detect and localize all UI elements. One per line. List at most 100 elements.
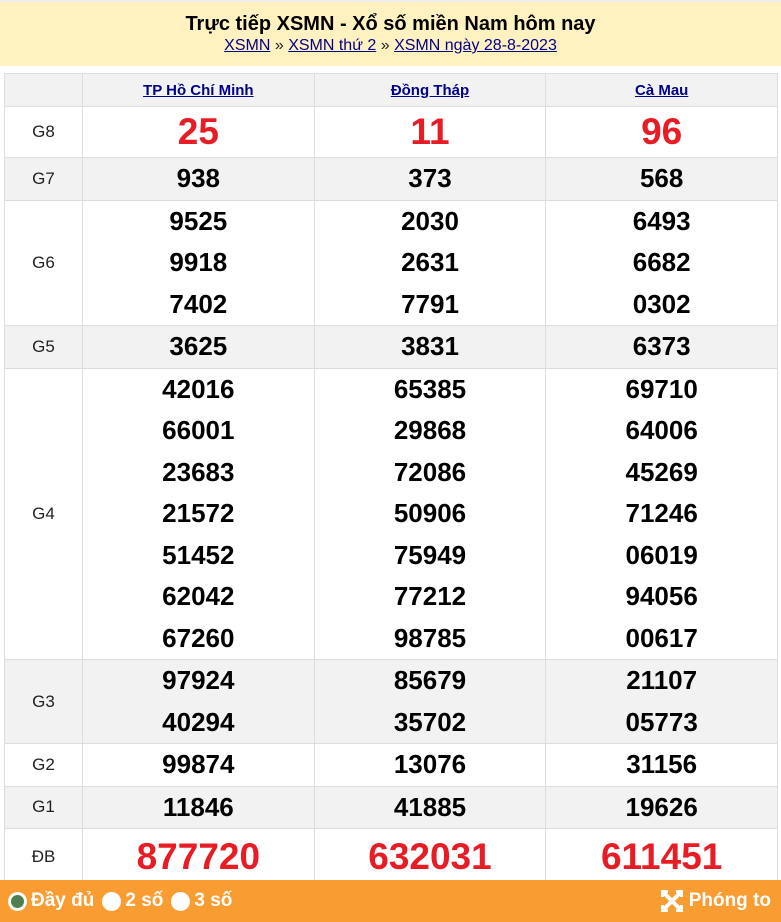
prize-cell: 2030 2631 7791: [313, 199, 547, 326]
breadcrumb-date[interactable]: XSMN ngày 28-8-2023: [394, 37, 557, 54]
prize-cell: 938: [82, 157, 315, 201]
prize-cell: 41885: [313, 785, 547, 829]
prize-number: 06019: [625, 539, 698, 570]
prize-number: 94056: [625, 581, 698, 611]
prize-number: 98785: [393, 622, 467, 653]
option-full[interactable]: Đầy đủ: [8, 890, 94, 912]
prize-label: G6: [4, 199, 83, 326]
prize-number: 877720: [136, 836, 261, 878]
prize-number: 40294: [162, 706, 235, 737]
prize-row-g1: G1 11846 41885 19626: [4, 785, 778, 829]
prize-number: 11846: [162, 791, 234, 822]
prize-cell: 9525 9918 7402: [82, 199, 315, 326]
prize-number: 3831: [401, 331, 459, 361]
breadcrumb: XSMN » XSMN thứ 2 » XSMN ngày 28-8-2023: [0, 37, 781, 55]
province-link-dong-thap[interactable]: Đồng Tháp: [390, 81, 470, 99]
prize-cell: 69710 64006 45269 71246 06019 94056 00617: [545, 367, 778, 660]
radio-icon[interactable]: [171, 891, 191, 911]
prize-number: 6682: [632, 247, 691, 277]
prize-cell: 21107 05773: [545, 659, 778, 744]
prize-cell: 632031: [313, 828, 547, 886]
prize-cell: 19626: [545, 785, 778, 829]
prize-number: 6493: [632, 205, 691, 236]
prize-row-g7: G7 938 373 568: [4, 157, 778, 201]
prize-row-g3: G3 97924 40294 85679 35702 21107 05773: [4, 659, 778, 744]
prize-number: 7791: [401, 288, 459, 319]
prize-number: 66001: [162, 415, 235, 445]
radio-icon[interactable]: [102, 891, 122, 911]
prize-cell: 25: [82, 106, 315, 158]
prize-row-g6: G6 9525 9918 7402 2030 2631 7791 6493 6682 0302: [4, 199, 778, 326]
prize-number: 97924: [162, 665, 235, 695]
prize-number: 29868: [393, 415, 467, 445]
prize-row-g2: G2 99874 13076 31156: [4, 743, 778, 787]
prize-number: 23683: [162, 456, 235, 487]
prize-cell: 85679 35702: [313, 659, 547, 744]
prize-row-g4: G4 42016 66001 23683 21572 51452 62042 67260 653…: [4, 367, 778, 660]
prize-number: 45269: [625, 456, 698, 487]
prize-number: 71246: [625, 498, 698, 528]
option-2-digits[interactable]: 2 số: [102, 890, 163, 912]
prize-number: 50906: [393, 498, 467, 528]
province-link-hcm[interactable]: TP Hồ Chí Minh: [143, 81, 254, 99]
prize-row-g5: G5 3625 3831 6373: [4, 325, 778, 369]
prize-number: 632031: [368, 836, 492, 878]
prize-cell: 6493 6682 0302: [545, 199, 778, 326]
results-table: TP Hồ Chí Minh Đồng Tháp Cà Mau G8 25 11 96…: [4, 73, 778, 886]
prize-row-g8: G8 25 11 96: [4, 106, 778, 158]
prize-cell: 65385 29868 72086 50906 75949 77212 98785: [313, 367, 547, 660]
breadcrumb-xsmn[interactable]: XSMN: [224, 37, 271, 54]
prize-number: 21572: [162, 498, 235, 528]
prize-cell: 3831: [313, 325, 547, 369]
prize-number: 42016: [162, 373, 235, 404]
radio-selected-icon[interactable]: [8, 891, 27, 911]
prize-row-đb: ĐB 877720 632031 611451: [4, 828, 778, 886]
prize-cell: 96: [545, 106, 778, 158]
prize-label: G3: [4, 659, 83, 744]
option-3-digits[interactable]: 3 số: [171, 890, 232, 912]
prize-number: 25: [177, 111, 219, 153]
prize-number: 96: [641, 111, 683, 153]
prize-cell: 877720: [82, 828, 315, 886]
prize-label: G7: [4, 157, 83, 201]
prize-number: 0302: [632, 288, 691, 319]
breadcrumb-separator: »: [380, 37, 390, 54]
prize-number: 19626: [625, 791, 698, 822]
prize-number: 568: [639, 163, 684, 193]
display-options-bar: Đầy đủ 2 số 3 số Phóng to: [0, 880, 781, 922]
prize-cell: 13076: [313, 743, 547, 787]
prize-number: 2631: [401, 247, 459, 277]
prize-number: 7402: [169, 288, 228, 319]
breadcrumb-separator: »: [274, 37, 284, 54]
prize-cell: 11: [313, 106, 547, 158]
prize-number: 05773: [625, 706, 698, 737]
prize-number: 00617: [625, 622, 698, 653]
prize-number: 9525: [169, 205, 228, 236]
prize-cell: 6373: [545, 325, 778, 369]
province-link-ca-mau[interactable]: Cà Mau: [634, 81, 689, 99]
breadcrumb-xsmn-thu-2[interactable]: XSMN thứ 2: [288, 37, 377, 54]
prize-label: G2: [4, 743, 83, 787]
prize-cell: 99874: [82, 743, 315, 787]
prize-cell: 611451: [545, 828, 778, 886]
prize-number: 373: [408, 163, 452, 193]
prize-label: G1: [4, 785, 83, 829]
province-header-row: TP Hồ Chí Minh Đồng Tháp Cà Mau: [4, 73, 778, 107]
prize-number: 3625: [169, 331, 228, 361]
prize-cell: 42016 66001 23683 21572 51452 62042 67260: [82, 367, 315, 660]
prize-number: 611451: [600, 836, 723, 878]
zoom-button[interactable]: Phóng to: [660, 890, 771, 912]
prize-cell: 568: [545, 157, 778, 201]
prize-number: 85679: [393, 665, 467, 695]
prize-number: 69710: [625, 373, 698, 404]
prize-cell: 11846: [82, 785, 315, 829]
prize-number: 62042: [162, 581, 235, 611]
prize-number: 9918: [169, 247, 228, 277]
page-header: Trực tiếp XSMN - Xổ số miền Nam hôm nay …: [0, 0, 781, 66]
prize-label: G4: [4, 367, 83, 660]
prize-cell: 373: [313, 157, 547, 201]
prize-label: G8: [4, 106, 83, 158]
prize-number: 67260: [162, 622, 235, 653]
prize-number: 13076: [393, 749, 467, 779]
prize-number: 35702: [393, 706, 467, 737]
